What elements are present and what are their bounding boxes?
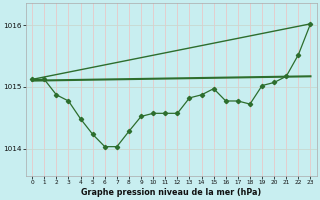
X-axis label: Graphe pression niveau de la mer (hPa): Graphe pression niveau de la mer (hPa) <box>81 188 261 197</box>
